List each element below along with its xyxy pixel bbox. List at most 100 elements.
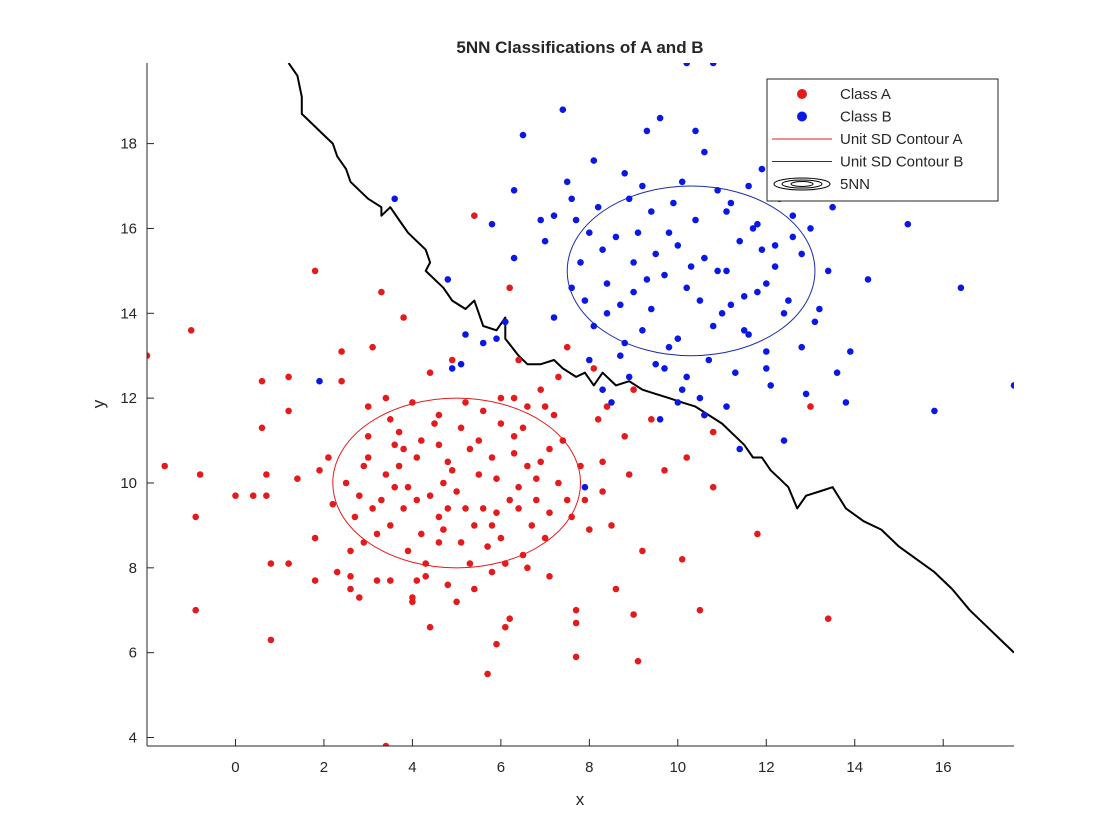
class-a-point [444, 505, 452, 512]
class-a-point [435, 411, 443, 419]
legend-label-5nn: 5NN [840, 176, 870, 193]
class-a-point [586, 526, 593, 533]
class-b-point [754, 220, 761, 228]
legend-box [766, 78, 999, 202]
class-a-point [621, 433, 628, 440]
class-b-point [665, 343, 673, 351]
class-a-point [709, 428, 717, 436]
class-a-point [515, 483, 522, 491]
class-a-point [502, 560, 509, 567]
class-a-point [479, 505, 487, 512]
class-b-point [510, 187, 518, 194]
class-a-point [391, 441, 399, 449]
class-a-point [488, 454, 496, 461]
class-a-point [807, 403, 814, 410]
class-b-point [758, 165, 766, 173]
class-a-point [541, 403, 549, 410]
class-b-point [709, 63, 717, 67]
class-a-point [382, 742, 390, 746]
class-b-point [723, 403, 730, 410]
class-a-point [453, 488, 460, 495]
class-a-point [510, 433, 518, 440]
class-b-point [829, 203, 836, 211]
class-b-point [444, 276, 452, 283]
class-b-point [541, 237, 549, 245]
class-a-point [630, 386, 637, 394]
class-b-point [736, 237, 743, 245]
class-a-point [488, 568, 496, 576]
class-a-point [466, 560, 474, 567]
class-b-point [732, 369, 739, 377]
class-a-point [444, 458, 452, 466]
class-a-point [462, 399, 469, 406]
legend-symbol-5nn-ring [790, 181, 814, 187]
class-a-point [524, 403, 531, 410]
class-a-point [404, 547, 412, 555]
class-a-point [369, 343, 376, 351]
class-a-point [466, 445, 474, 453]
legend-symbol-class-b [797, 111, 807, 122]
class-b-point [723, 267, 730, 275]
class-a-point [546, 445, 553, 453]
class-b-point [824, 267, 832, 275]
class-b-point [816, 305, 823, 313]
class-b-point [811, 318, 819, 326]
class-a-point [488, 522, 496, 529]
class-a-point [462, 505, 469, 512]
class-a-point [418, 437, 425, 444]
class-a-point [364, 403, 372, 410]
class-b-point [798, 250, 805, 258]
class-a-point [475, 437, 483, 444]
class-a-point [515, 505, 522, 512]
x-tick-label: 12 [758, 759, 775, 776]
class-b-point [683, 284, 690, 292]
y-tick-label: 6 [129, 645, 137, 662]
class-a-point [435, 441, 443, 449]
class-a-point [422, 560, 430, 567]
class-a-point [267, 636, 275, 644]
class-a-point [378, 496, 385, 504]
class-a-point [696, 606, 704, 614]
class-a-point [661, 467, 668, 474]
class-a-point [497, 420, 505, 427]
class-a-point [387, 522, 394, 529]
class-a-point [413, 496, 421, 504]
class-b-point [763, 365, 770, 372]
y-tick-label: 10 [120, 475, 137, 492]
class-b-point [714, 187, 721, 194]
axes: 0 2 4 6 8 10 12 14 16 4 6 8 10 12 14 16 18 [120, 63, 1014, 776]
class-b-point [692, 127, 699, 135]
class-a-point [572, 619, 580, 627]
class-a-point [373, 530, 381, 538]
class-a-point [347, 585, 354, 593]
y-tick-label: 18 [120, 136, 137, 153]
class-a-point [590, 365, 598, 372]
class-a-point [683, 454, 690, 461]
class-a-point [546, 573, 553, 580]
class-b-point [612, 233, 620, 241]
class-b-point [630, 259, 637, 266]
class-b-point [550, 314, 558, 321]
class-a-point [519, 551, 527, 559]
class-b-point [656, 114, 664, 122]
class-a-point [537, 386, 544, 394]
class-a-point [754, 530, 761, 538]
class-a-point [285, 560, 292, 567]
class-a-point [572, 606, 580, 614]
x-tick-label: 8 [585, 759, 593, 776]
x-tick-label: 6 [497, 759, 505, 776]
class-b-point [621, 170, 628, 177]
class-b-point [674, 242, 682, 249]
class-b-point [683, 373, 690, 381]
class-a-point [502, 623, 509, 631]
class-a-point [400, 314, 407, 321]
class-a-point [285, 407, 292, 415]
class-b-point [771, 263, 779, 270]
class-b-point [683, 63, 690, 67]
class-a-point [347, 573, 354, 580]
legend-label-class-b: Class B [840, 109, 892, 126]
class-a-point [316, 467, 323, 474]
class-b-point [590, 157, 598, 164]
class-a-point [387, 577, 394, 584]
